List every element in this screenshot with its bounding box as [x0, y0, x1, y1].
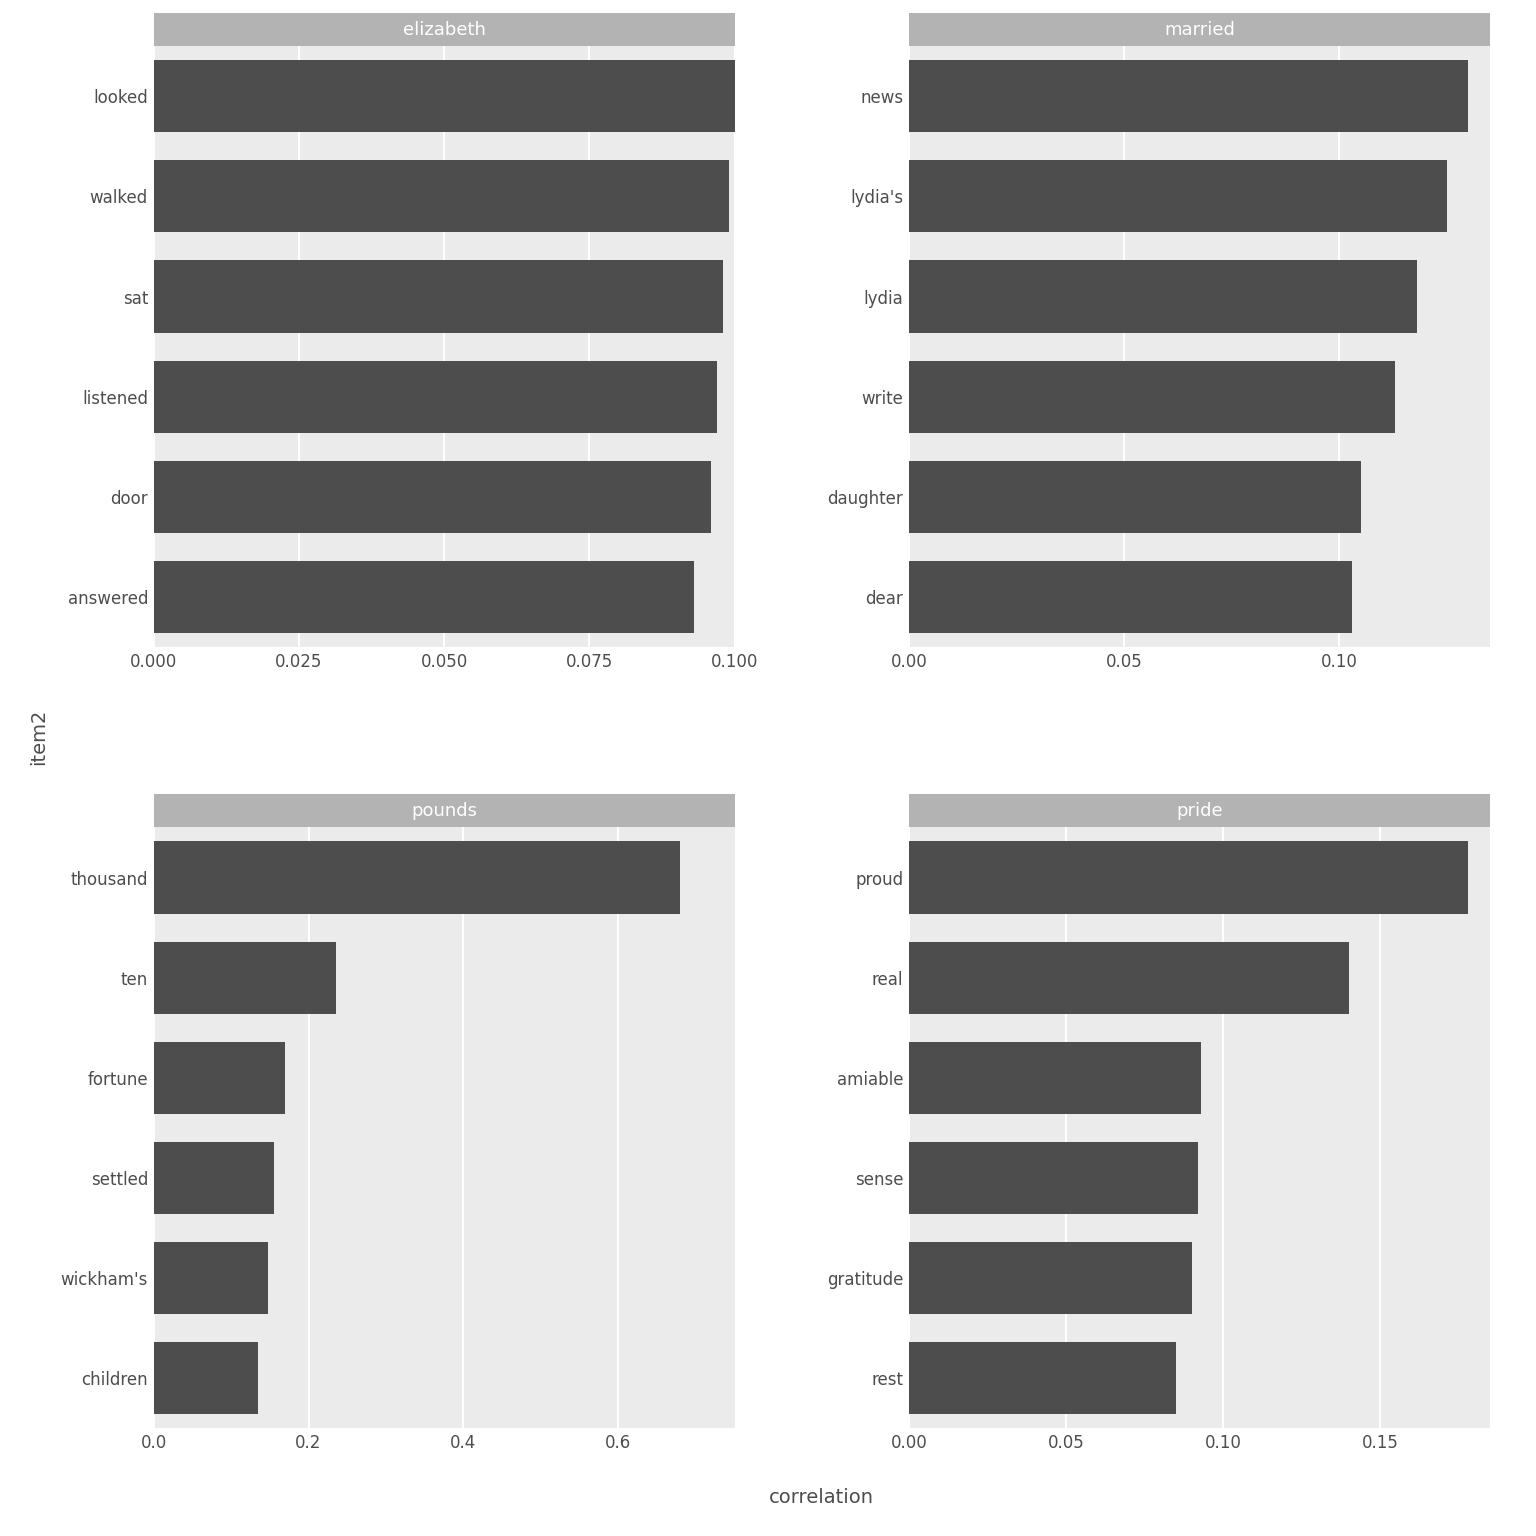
Text: pounds: pounds [412, 802, 478, 820]
Bar [154, 842, 680, 914]
Bar [154, 561, 694, 633]
Bar [154, 60, 734, 132]
Bar [154, 160, 728, 232]
Bar [154, 942, 336, 1014]
FancyBboxPatch shape [909, 794, 1490, 828]
Text: pride: pride [1177, 802, 1223, 820]
Bar [154, 1141, 273, 1213]
Bar [909, 1342, 1177, 1415]
Bar [909, 942, 1349, 1014]
Bar [909, 842, 1468, 914]
Bar [909, 461, 1361, 533]
Bar [909, 160, 1447, 232]
Bar [909, 1243, 1192, 1315]
Bar [154, 461, 711, 533]
Text: married: married [1164, 20, 1235, 38]
Bar [909, 60, 1468, 132]
Bar [154, 1243, 269, 1315]
Bar [909, 361, 1395, 433]
FancyBboxPatch shape [154, 12, 734, 46]
Bar [154, 261, 723, 333]
Bar [909, 1041, 1201, 1114]
Text: correlation: correlation [770, 1488, 874, 1507]
Text: item2: item2 [29, 710, 48, 765]
Bar [909, 561, 1352, 633]
FancyBboxPatch shape [909, 12, 1490, 46]
Bar [909, 261, 1416, 333]
FancyBboxPatch shape [154, 794, 734, 828]
Bar [154, 361, 717, 433]
Bar [154, 1342, 258, 1415]
Bar [909, 1141, 1198, 1213]
Text: elizabeth: elizabeth [402, 20, 485, 38]
Bar [154, 1041, 286, 1114]
